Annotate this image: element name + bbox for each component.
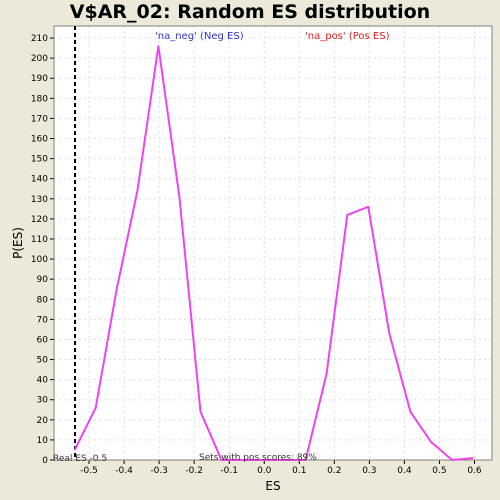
y-tick-label: 160	[31, 135, 48, 145]
x-tick-label: 0.1	[292, 466, 306, 476]
x-axis-label: ES	[265, 479, 280, 493]
y-tick-label: 130	[31, 195, 48, 205]
y-tick-label: 150	[31, 155, 48, 165]
y-axis-label: P(ES)	[11, 227, 25, 259]
x-tick-label: -0.4	[115, 466, 133, 476]
y-tick-label: 190	[31, 74, 48, 84]
x-tick-label: -0.3	[150, 466, 168, 476]
y-tick-label: 180	[31, 94, 48, 104]
pos-scores-annotation: Sets with pos scores: 89%	[199, 453, 317, 463]
chart-title: V$AR_02: Random ES distribution	[70, 1, 430, 23]
y-tick-label: 200	[31, 54, 48, 64]
axes: -0.5 -0.4 -0.3 -0.2 -0.1 0.0 0.1 0.2 0.3 0.4 0.5 0.…	[31, 25, 493, 476]
x-tick-label: -0.5	[80, 466, 98, 476]
legend-entry-pos: 'na_pos' (Pos ES)	[305, 31, 390, 42]
x-tick-label: 0.3	[362, 466, 376, 476]
legend-entry-neg: 'na_neg' (Neg ES)	[155, 31, 244, 42]
y-tick-label: 110	[31, 235, 48, 245]
x-tick-label: 0.2	[327, 466, 341, 476]
x-tick-label: 0.4	[397, 466, 412, 476]
y-tick-label: 210	[31, 34, 48, 44]
series-lines	[73, 45, 474, 461]
x-tick-label: 0.6	[467, 466, 482, 476]
y-tick-label: 80	[37, 295, 49, 305]
x-tick-label: 0.0	[257, 466, 272, 476]
plot-area	[54, 26, 492, 460]
y-tick-label: 90	[37, 275, 49, 285]
y-tick-label: 120	[31, 215, 48, 225]
y-tick-label: 50	[37, 356, 49, 366]
annotations: 'na_neg' (Neg ES) 'na_pos' (Pos ES) Real…	[53, 31, 390, 464]
y-tick-label: 60	[37, 335, 49, 345]
y-tick-label: 140	[31, 175, 48, 185]
x-tick-label: 0.5	[432, 466, 446, 476]
grid-lines	[54, 26, 492, 461]
x-tick-label: -0.1	[220, 466, 238, 476]
es-distribution-line	[73, 45, 474, 461]
y-tick-label: 100	[31, 255, 48, 265]
y-tick-label: 10	[37, 436, 49, 446]
y-tick-label: 20	[37, 416, 49, 426]
real-es-annotation: Real ES -0.5	[53, 454, 107, 464]
y-tick-label: 40	[37, 376, 49, 386]
y-tick-label: 70	[37, 315, 49, 325]
y-tick-label: 170	[31, 114, 48, 124]
y-tick-label: 30	[37, 396, 49, 406]
y-tick-label: 0	[42, 456, 48, 466]
x-tick-label: -0.2	[185, 466, 203, 476]
